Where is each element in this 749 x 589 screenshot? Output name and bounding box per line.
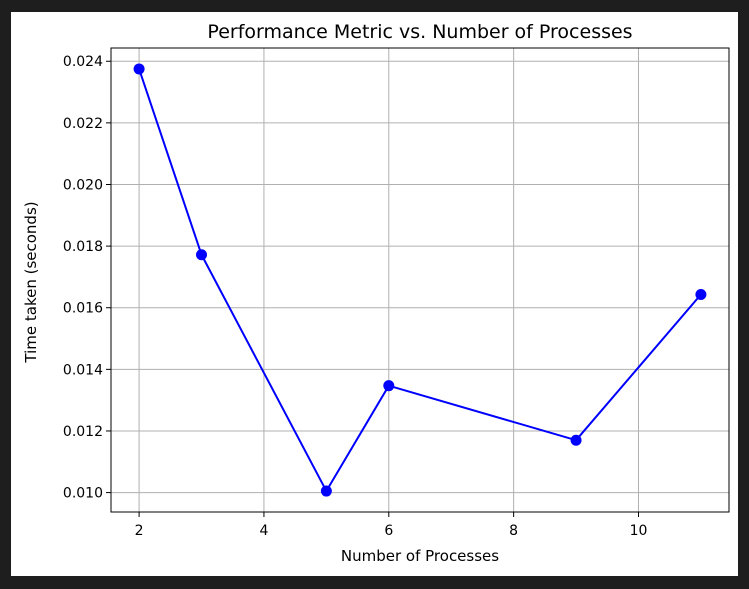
figure-canvas (11, 12, 738, 576)
grid (111, 48, 729, 512)
data-point-marker (133, 63, 145, 75)
x-tick-label: 10 (630, 523, 648, 539)
chart-title: Performance Metric vs. Number of Process… (207, 21, 632, 43)
y-tick-label: 0.018 (63, 239, 103, 255)
plot-area-border (110, 47, 730, 513)
axis-ticks: 2 4 6 8 10 0.010 0.012 0.014 0.016 0.018 0.020 0.02… (63, 54, 647, 539)
x-tick-label: 6 (384, 523, 393, 539)
y-tick-label: 0.012 (63, 424, 103, 440)
y-tick-label: 0.014 (63, 362, 103, 378)
y-tick-label: 0.020 (63, 177, 103, 193)
y-tick-label: 0.010 (63, 486, 103, 502)
data-point-marker (320, 485, 332, 497)
y-tick-label: 0.024 (63, 54, 103, 70)
x-axis-label: Number of Processes (341, 547, 499, 565)
x-tick-label: 2 (135, 523, 144, 539)
series-layer (133, 63, 707, 497)
x-tick-label: 8 (509, 523, 518, 539)
series-line (138, 68, 702, 493)
data-point-marker (383, 380, 395, 392)
data-point-marker (570, 434, 582, 446)
y-tick-label: 0.016 (63, 301, 103, 317)
y-axis-label: Time taken (seconds) (22, 201, 40, 363)
data-point-marker (695, 288, 707, 300)
x-tick-label: 4 (259, 523, 268, 539)
y-tick-label: 0.022 (63, 116, 103, 132)
data-point-marker (196, 249, 208, 261)
